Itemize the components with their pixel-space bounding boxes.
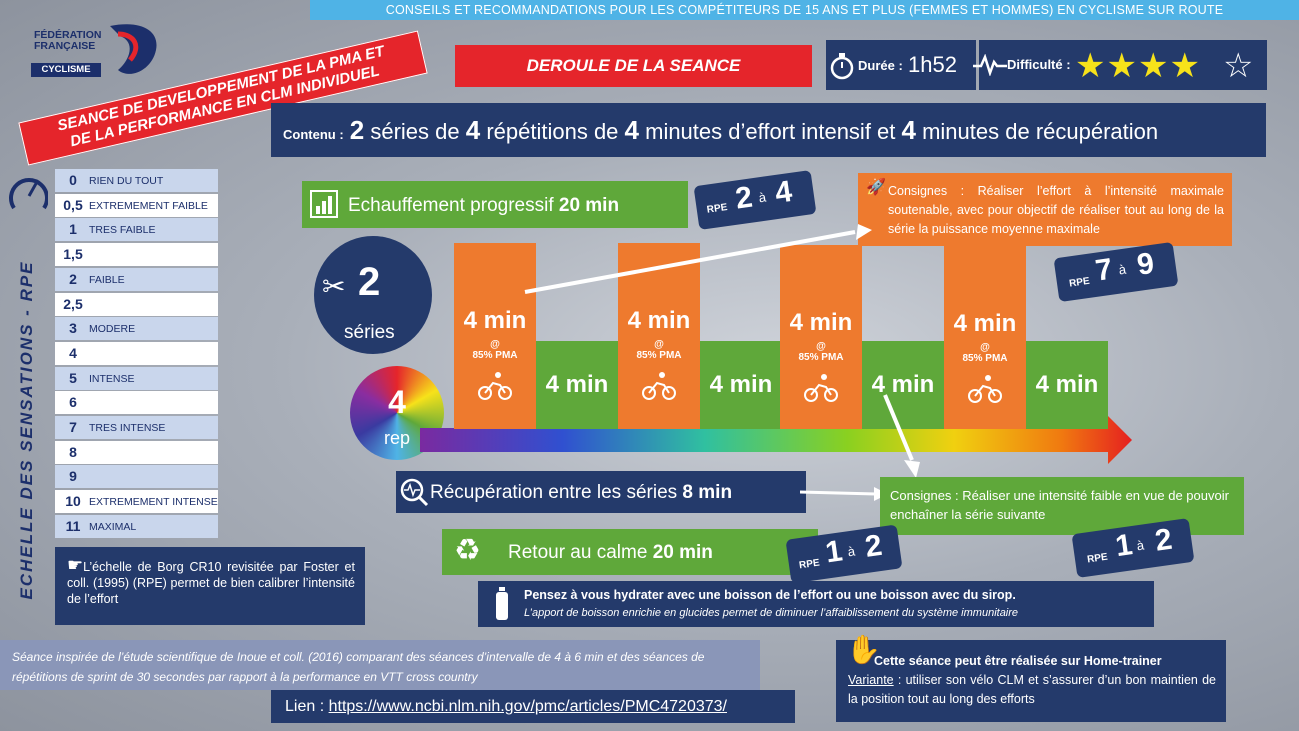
recovery-between-series: Récupération entre les séries 8 min [396, 471, 806, 513]
cyclist-icon [642, 372, 676, 400]
rpe-scale-row: 9 [55, 465, 218, 489]
deroule-banner: DEROULE DE LA SEANCE [455, 45, 812, 87]
effort-instructions: 🚀 Consignes : Réaliser l’effort à l’inte… [858, 173, 1232, 246]
empty-star-icon: ☆ [1223, 47, 1254, 85]
rpe-scale-row: 5 INTENSE [55, 366, 218, 390]
study-reference: Séance inspirée de l’étude scientifique … [0, 640, 760, 690]
scissors-icon: ✂ [322, 271, 346, 302]
cyclist-icon [804, 374, 838, 402]
pointer-arrows [524, 224, 920, 478]
pointing-hand-icon: ☛ [67, 555, 84, 575]
recovery-interval: 4 min [1026, 341, 1108, 429]
rpe-scale-title: ECHELLE DES SENSATIONS - RPE [9, 160, 52, 630]
rpe-scale-row: 10 EXTREMEMENT INTENSE [55, 490, 218, 514]
rpe-scale-row: 3 MODERE [55, 317, 218, 341]
warmup-box: Echauffement progressif 20 min [302, 181, 688, 228]
duration-box: Durée : 1h52 [826, 40, 976, 90]
effort-rpe-badge: RPE 7 à 9 [1053, 241, 1179, 303]
rpe-scale-row: 8 [55, 440, 218, 464]
rpe-scale-row: 11 MAXIMAL [55, 514, 218, 538]
logo-text: FÉDÉRATION FRANÇAISE [34, 29, 102, 52]
rpe-scale-row: 6 [55, 391, 218, 415]
magnifier-heartbeat-icon [400, 478, 429, 507]
rpe-scale-row: 2,5 [55, 292, 218, 316]
bottle-icon [496, 587, 508, 620]
rpe-scale-row: 1 TRES FAIBLE [55, 218, 218, 242]
stopwatch-icon [830, 53, 854, 80]
cyclist-icon [968, 375, 1002, 403]
heartbeat-icon [973, 54, 1007, 76]
logo-cyclisme: CYCLISME [31, 63, 101, 77]
cyclist-icon [478, 372, 512, 400]
study-link[interactable]: https://www.ncbi.nlm.nih.gov/pmc/article… [328, 698, 727, 715]
recovery-interval: 4 min [862, 341, 944, 429]
recycle-icon: ♻ [454, 534, 481, 567]
recovery-arrow [800, 487, 888, 501]
link-box: Lien : https://www.ncbi.nlm.nih.gov/pmc/… [271, 690, 795, 723]
ffc-logo [30, 20, 160, 84]
rpe-scale-row: 1,5 [55, 243, 218, 267]
borg-note: ☛L’échelle de Borg CR10 revisitée par Fo… [55, 547, 365, 625]
top-banner: CONSEILS ET RECOMMANDATIONS POUR LES COM… [310, 0, 1299, 20]
cooldown-box: ♻ Retour au calme 20 min [442, 529, 818, 575]
hydration-note: Pensez à vous hydrater avec une boisson … [478, 581, 1154, 627]
content-summary: Contenu : 2 séries de 4 répétitions de 4… [271, 103, 1266, 157]
recovery-interval: 4 min [700, 341, 782, 429]
rpe-scale-row: 7 TRES INTENSE [55, 416, 218, 439]
recovery-interval: 4 min [536, 341, 618, 429]
rpe-scale-row: 0 RIEN DU TOUT [55, 169, 218, 192]
rpe-scale-row: 0,5 EXTREMEMENT FAIBLE [55, 193, 218, 217]
hand-icon: ✋ [846, 634, 881, 665]
effort-interval: 4 min @85% PMA [780, 245, 862, 429]
home-trainer-note: ✋ Cette séance peut être réalisée sur Ho… [836, 634, 1226, 722]
rpe-scale-row: 2 FAIBLE [55, 267, 218, 291]
speedometer-icon [9, 178, 48, 210]
series-count: ✂ 2 séries [314, 236, 432, 354]
effort-interval: 4 min @85% PMA [454, 243, 536, 429]
chart-icon [310, 190, 338, 218]
effort-interval: 4 min @85% PMA [944, 246, 1026, 429]
rocket-icon: 🚀 [866, 179, 886, 196]
star-rating: ★★★★ [1075, 47, 1201, 85]
difficulty-box: Difficulté : ★★★★ ☆ [973, 40, 1267, 90]
rpe-scale-row: 4 [55, 341, 218, 365]
